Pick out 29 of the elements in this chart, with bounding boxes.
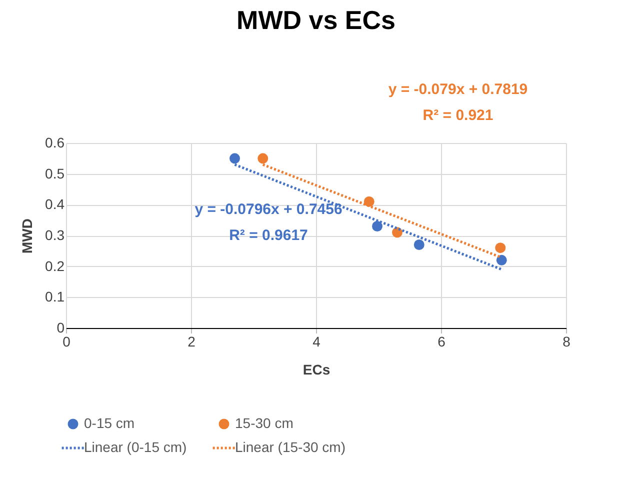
- x-tick-label: 2: [188, 334, 196, 350]
- x-axis-title: ECs: [302, 362, 330, 378]
- point: [372, 221, 382, 232]
- point: [495, 242, 506, 254]
- annotation: y = -0.0796x + 0.7456: [194, 201, 342, 218]
- y-tick-label: 0.1: [45, 288, 65, 305]
- chart-title: MWD vs ECs: [236, 5, 396, 35]
- x-tick-label: 4: [312, 334, 321, 350]
- text: y = -0.079x + 0.7819: [388, 81, 528, 98]
- y-tick-label: 0.2: [45, 258, 65, 274]
- point: [230, 153, 240, 164]
- y-tick-label: 0: [56, 320, 65, 336]
- point: [364, 196, 374, 207]
- legend-label: Linear (15-30 cm): [235, 439, 346, 455]
- y-tick-label: 0.4: [45, 196, 65, 212]
- legend-label: 15-30 cm: [235, 415, 294, 431]
- point: [258, 153, 268, 164]
- x-tick-label: 6: [438, 334, 446, 350]
- y-tick-label: 0.3: [45, 227, 65, 243]
- point: [496, 254, 507, 266]
- y-tick-label: 0.5: [45, 165, 65, 182]
- annotation: R² = 0.9617: [229, 227, 308, 244]
- y-axis-title: MWD: [19, 218, 36, 254]
- legend-label: Linear (0-15 cm): [84, 439, 187, 455]
- text: R² = 0.921: [422, 107, 494, 124]
- y-tick-label: 0.6: [45, 134, 65, 150]
- legend-label: 0-15 cm: [84, 415, 135, 431]
- point: [414, 240, 424, 250]
- x-tick-label: 8: [562, 334, 571, 350]
